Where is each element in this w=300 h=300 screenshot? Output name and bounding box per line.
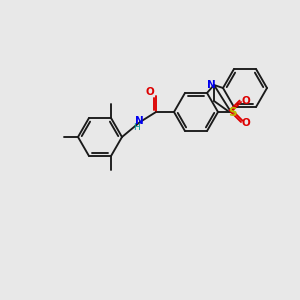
Text: S: S <box>228 106 236 118</box>
Text: O: O <box>242 96 250 106</box>
Text: N: N <box>207 80 215 90</box>
Text: O: O <box>146 87 154 97</box>
Text: H: H <box>133 122 140 131</box>
Text: N: N <box>135 116 143 126</box>
Text: O: O <box>242 118 250 128</box>
